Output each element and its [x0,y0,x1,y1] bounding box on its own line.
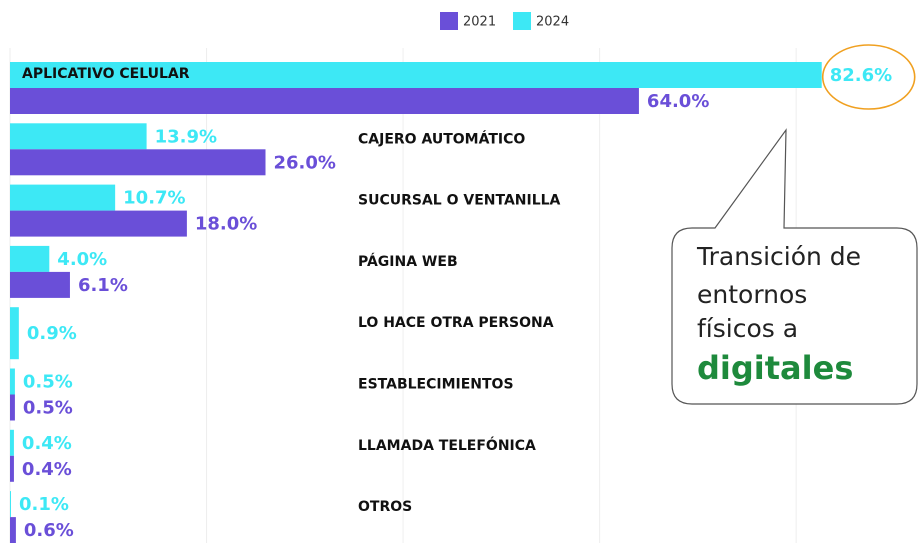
bar [10,149,266,176]
category-label: CAJERO AUTOMÁTICO [358,130,525,147]
category-label: LO HACE OTRA PERSONA [358,315,554,331]
callout: Transición de entornos físicos a digital… [671,128,918,405]
value-label: 13.9% [155,126,217,147]
value-label: 6.1% [78,275,128,296]
category-label: APLICATIVO CELULAR [22,66,190,82]
bar [10,88,639,114]
value-label: 0.4% [22,459,72,480]
value-label: 82.6% [830,65,892,86]
callout-box [671,128,918,405]
category-label: PÁGINA WEB [358,253,458,270]
category-label: ESTABLECIMIENTOS [358,377,514,393]
value-label: 64.0% [647,91,709,112]
callout-emphasis: digitales [697,349,853,387]
bar [10,210,187,237]
value-label: 10.7% [123,188,185,209]
legend-swatch [513,12,531,30]
bar [10,271,70,298]
value-label: 4.0% [57,249,107,270]
value-label: 0.5% [23,372,73,393]
bar [10,123,147,150]
category-label: LLAMADA TELEFÓNICA [358,436,536,454]
highlight-circle [821,44,916,110]
value-label: 0.1% [19,494,69,515]
bar [10,455,14,482]
bar [10,368,15,395]
bar [10,245,50,272]
bar [10,62,822,88]
bar [10,394,15,421]
callout-line: entornos [697,280,807,309]
callout-line: Transición de [696,242,861,271]
value-label: 18.0% [195,214,257,235]
bar [10,517,16,543]
legend-label: 2024 [536,15,569,30]
value-label: 0.5% [23,398,73,419]
bar [10,184,116,211]
legend-swatch [440,12,458,30]
bar [10,491,11,518]
bar [10,307,19,360]
legend-label: 2021 [463,15,496,30]
value-label: 0.9% [27,323,77,344]
value-label: 0.6% [24,520,74,541]
callout-line: físicos a [697,314,798,343]
category-label: OTROS [358,499,412,515]
bar [10,429,14,456]
value-label: 0.4% [22,433,72,454]
category-label: SUCURSAL O VENTANILLA [358,193,561,209]
value-label: 26.0% [274,152,336,173]
